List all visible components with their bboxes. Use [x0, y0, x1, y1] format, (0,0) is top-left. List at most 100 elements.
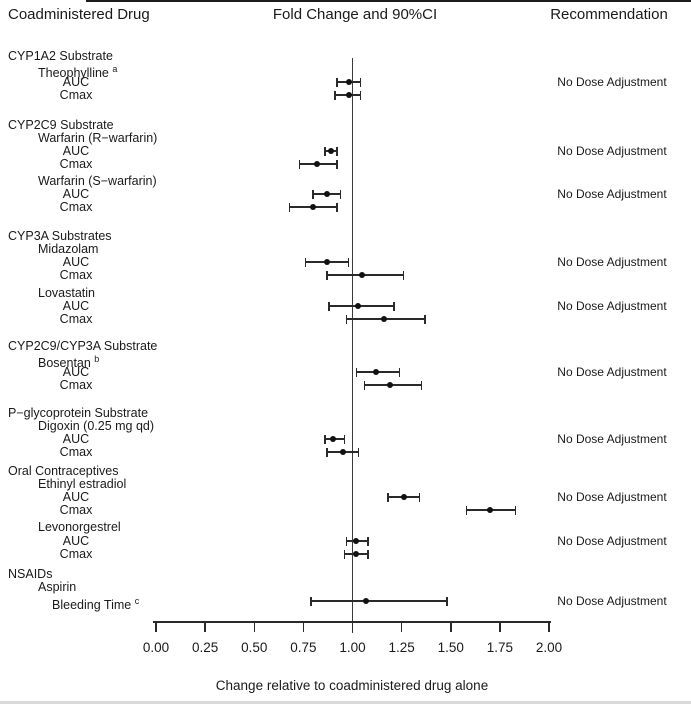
row-metric-label: Cmax — [59, 268, 93, 282]
point-estimate — [345, 92, 352, 98]
row-drug-label: Lovastatin — [38, 286, 95, 300]
x-axis-tick-label: 0.50 — [241, 640, 268, 655]
ci-cap-low — [336, 77, 338, 87]
ci-cap-low — [326, 447, 328, 457]
ci-cap-high — [359, 77, 362, 87]
point-estimate — [339, 449, 346, 455]
ci-cap-high — [418, 492, 421, 502]
point-estimate — [363, 598, 370, 604]
row-metric-label: AUC — [62, 75, 90, 89]
row-drug-label: Theophylline a — [38, 64, 118, 81]
x-axis-tick — [302, 621, 305, 632]
column-header-recommendation: Recommendation — [550, 6, 668, 23]
ci-cap-high — [343, 434, 346, 444]
ci-cap-low — [312, 189, 314, 199]
ci-cap-high — [336, 202, 338, 212]
ci-cap-high — [514, 505, 517, 515]
ci-cap-high — [336, 159, 338, 169]
x-axis-tick — [450, 621, 452, 632]
row-drug-label: Ethinyl estradiol — [38, 477, 127, 491]
ci-cap-low — [343, 549, 346, 559]
point-estimate — [487, 507, 494, 513]
ci-cap-low — [298, 159, 301, 169]
ci-cap-high — [357, 447, 360, 457]
ci-cap-high — [347, 257, 350, 267]
row-metric-label: Cmax — [59, 157, 93, 171]
ci-bar — [311, 600, 447, 602]
row-metric-label: AUC — [62, 144, 90, 158]
ci-cap-low — [324, 146, 326, 156]
x-axis-tick — [499, 621, 501, 632]
ci-cap-high — [367, 536, 369, 546]
point-estimate — [386, 382, 393, 388]
recommendation-text: No Dose Adjustment — [557, 75, 667, 89]
ci-cap-low — [355, 367, 358, 377]
row-metric-label: Bleeding Time c — [52, 596, 140, 613]
row-drug-label: Aspirin — [38, 580, 77, 594]
x-axis-tick — [253, 621, 255, 632]
point-estimate — [314, 161, 321, 167]
x-axis-tick — [548, 621, 550, 632]
row-drug-label: Warfarin (R−warfarin) — [38, 131, 158, 145]
x-axis-tick — [155, 621, 157, 632]
ci-cap-low — [304, 257, 307, 267]
row-group-label: NSAIDs — [8, 567, 53, 581]
point-estimate — [310, 204, 317, 210]
ci-bar — [328, 305, 394, 307]
x-axis-tick — [400, 621, 403, 632]
ci-cap-high — [402, 270, 405, 280]
ci-cap-high — [420, 380, 423, 390]
row-metric-label: Cmax — [59, 503, 93, 517]
ci-cap-low — [288, 202, 291, 212]
row-drug-label: Digoxin (0.25 mg qd) — [38, 419, 155, 433]
row-drug-label: Warfarin (S−warfarin) — [38, 174, 157, 188]
ci-cap-high — [398, 367, 401, 377]
x-axis-tick — [204, 621, 206, 632]
x-axis-tick-label: 1.00 — [339, 640, 366, 655]
row-metric-label: AUC — [62, 432, 90, 446]
x-axis-tick-label: 0.75 — [290, 640, 317, 655]
recommendation-text: No Dose Adjustment — [557, 299, 667, 313]
point-estimate — [373, 369, 380, 375]
point-estimate — [353, 538, 360, 544]
recommendation-text: No Dose Adjustment — [557, 490, 667, 504]
x-axis-title: Change relative to coadministered drug a… — [215, 678, 489, 693]
x-axis-tick-label: 0.00 — [142, 640, 170, 655]
row-metric-label: Cmax — [59, 312, 93, 326]
recommendation-text: No Dose Adjustment — [557, 144, 667, 158]
row-metric-label: Cmax — [59, 378, 93, 392]
point-estimate — [329, 436, 336, 442]
recommendation-text: No Dose Adjustment — [557, 594, 667, 608]
row-metric-label: AUC — [62, 365, 90, 379]
point-estimate — [353, 551, 360, 557]
point-estimate — [400, 494, 407, 500]
point-estimate — [323, 191, 330, 197]
ci-cap-high — [424, 314, 426, 324]
recommendation-text: No Dose Adjustment — [557, 255, 667, 269]
row-metric-label: AUC — [62, 255, 90, 269]
row-metric-label: AUC — [62, 299, 90, 313]
recommendation-text: No Dose Adjustment — [557, 534, 667, 548]
recommendation-text: No Dose Adjustment — [557, 432, 667, 446]
point-estimate — [359, 272, 366, 278]
row-drug-label: Bosentan b — [38, 354, 100, 371]
row-group-label: CYP1A2 Substrate — [8, 49, 113, 63]
row-group-label: Oral Contraceptives — [8, 464, 119, 478]
row-metric-label: AUC — [62, 534, 90, 548]
reference-line-1x — [351, 58, 354, 633]
x-axis-tick — [351, 621, 354, 632]
ci-cap-low — [345, 314, 348, 324]
row-group-label: CYP2C9/CYP3A Substrate — [8, 339, 158, 353]
ci-cap-high — [336, 146, 338, 156]
ci-cap-low — [324, 434, 326, 444]
bottom-rule — [0, 701, 691, 704]
row-group-label: CYP2C9 Substrate — [8, 118, 114, 132]
recommendation-text: No Dose Adjustment — [557, 187, 667, 201]
x-axis-tick-label: 1.50 — [437, 640, 464, 655]
row-metric-label: Cmax — [59, 88, 93, 102]
ci-cap-high — [359, 90, 362, 100]
ci-cap-low — [345, 536, 348, 546]
ci-cap-low — [310, 596, 312, 606]
top-rule — [86, 0, 691, 2]
